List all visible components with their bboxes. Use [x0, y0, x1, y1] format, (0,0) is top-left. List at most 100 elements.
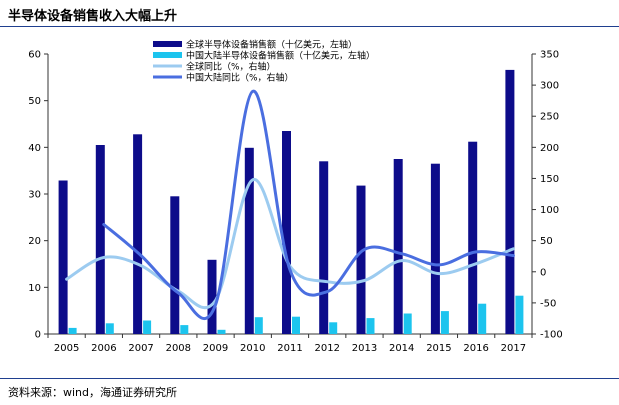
point-global-yoy-2014: [400, 259, 403, 262]
bar-global-sales-2010: [244, 147, 254, 334]
y-right-tick-label--100: -100: [540, 330, 563, 341]
y-left-tick-label-30: 30: [28, 190, 41, 201]
y-left-tick-label-40: 40: [28, 143, 41, 154]
legend-item-china-yoy: 中国大陆同比（%，右轴）: [153, 72, 294, 84]
bar-china-sales-2016: [478, 303, 487, 334]
point-china-yoy-2012: [326, 290, 329, 293]
x-tick-label-2017: 2017: [501, 343, 526, 354]
bar-china-sales-2008: [180, 325, 189, 334]
bar-global-sales-2009: [207, 259, 217, 334]
y-right-tick-label--50: -50: [540, 298, 556, 309]
point-china-yoy-2016: [475, 250, 478, 253]
point-china-yoy-2010: [251, 90, 254, 93]
y-right-tick-label-250: 250: [540, 112, 559, 123]
x-tick-label-2007: 2007: [128, 343, 153, 354]
point-china-yoy-2015: [437, 263, 440, 266]
bar-china-sales-2012: [329, 322, 338, 334]
bar-global-sales-2007: [133, 134, 143, 334]
y-right-tick-label-50: 50: [540, 236, 553, 247]
point-global-yoy-2012: [326, 280, 329, 283]
x-tick-label-2015: 2015: [426, 343, 451, 354]
bar-china-sales-2017: [515, 295, 524, 334]
x-tick-label-2010: 2010: [240, 343, 265, 354]
point-china-yoy-2011: [289, 268, 292, 271]
bar-global-sales-2013: [356, 185, 366, 334]
legend-label-china-sales: 中国大陆半导体设备销售额（十亿美元，左轴）: [186, 50, 375, 62]
legend-swatch-global-sales: [153, 41, 182, 47]
y-left-tick-label-10: 10: [28, 283, 41, 294]
y-left-tick-label-50: 50: [28, 96, 41, 107]
bar-china-sales-2011: [292, 316, 300, 334]
point-global-yoy-2017: [512, 247, 515, 250]
legend: 全球半导体设备销售额（十亿美元，左轴） 中国大陆半导体设备销售额（十亿美元，左轴…: [153, 39, 375, 84]
x-tick-label-2008: 2008: [166, 343, 191, 354]
point-china-yoy-2014: [400, 252, 403, 255]
point-global-yoy-2007: [140, 264, 143, 267]
chart-title: 半导体设备销售收入大幅上升: [8, 9, 178, 24]
legend-label-china-yoy: 中国大陆同比（%，右轴）: [186, 72, 294, 84]
y-right-tick-label-150: 150: [540, 174, 559, 185]
point-global-yoy-2005: [65, 278, 68, 281]
bar-global-sales-2015: [430, 163, 440, 334]
bar-china-sales-2013: [366, 318, 375, 334]
y-right-tick-label-350: 350: [540, 50, 559, 61]
x-tick-label-2005: 2005: [54, 343, 79, 354]
line-china-yoy: [102, 89, 515, 321]
bar-china-sales-2010: [254, 317, 263, 334]
point-china-yoy-2013: [363, 248, 366, 251]
point-global-yoy-2016: [475, 262, 478, 265]
point-global-yoy-2006: [102, 256, 105, 259]
legend-item-global-yoy: 全球同比（%，右轴）: [153, 61, 276, 73]
x-tick-label-2011: 2011: [277, 343, 302, 354]
point-global-yoy-2015: [437, 272, 440, 275]
y-right-tick-label-300: 300: [540, 81, 559, 92]
bar-global-sales-2012: [319, 161, 329, 334]
source-rule: [0, 378, 619, 379]
legend-label-global-sales: 全球半导体设备销售额（十亿美元，左轴）: [186, 39, 357, 51]
x-tick-label-2006: 2006: [91, 343, 116, 354]
legend-swatch-china-sales: [153, 52, 182, 58]
point-global-yoy-2013: [363, 279, 366, 282]
bar-china-sales-2005: [68, 327, 77, 334]
lines: [65, 89, 515, 321]
y-left-tick-label-0: 0: [35, 330, 41, 341]
bar-global-sales-2011: [282, 131, 291, 334]
legend-item-global-sales: 全球半导体设备销售额（十亿美元，左轴）: [153, 39, 357, 51]
x-tick-label-2016: 2016: [463, 343, 488, 354]
bar-global-sales-2005: [58, 180, 68, 334]
x-tick-label-2013: 2013: [352, 343, 377, 354]
bar-china-sales-2015: [440, 311, 449, 334]
point-china-yoy-2008: [177, 291, 180, 294]
x-tick-label-2012: 2012: [315, 343, 340, 354]
bar-china-sales-2006: [105, 323, 114, 334]
bar-china-sales-2014: [403, 313, 412, 334]
point-global-yoy-2010: [251, 178, 254, 181]
point-china-yoy-2006: [102, 223, 105, 226]
y-right-tick-label-200: 200: [540, 143, 559, 154]
y-left-tick-label-20: 20: [28, 236, 41, 247]
bars: [58, 69, 524, 335]
point-china-yoy-2017: [512, 254, 515, 257]
y-right-tick-label-0: 0: [540, 267, 546, 278]
point-china-yoy-2009: [214, 303, 217, 306]
legend-label-global-yoy: 全球同比（%，右轴）: [186, 61, 276, 73]
bar-china-sales-2009: [217, 329, 226, 334]
line-global-yoy: [65, 178, 515, 310]
y-left-tick-label-60: 60: [28, 50, 41, 61]
y-right-tick-label-100: 100: [540, 205, 559, 216]
bar-global-sales-2016: [468, 141, 478, 334]
bar-global-sales-2006: [95, 145, 105, 334]
source-note: 资料来源：wind，海通证券研究所: [8, 386, 178, 399]
x-tick-label-2014: 2014: [389, 343, 414, 354]
bar-china-sales-2007: [143, 320, 152, 334]
x-tick-label-2009: 2009: [203, 343, 228, 354]
legend-item-china-sales: 中国大陆半导体设备销售额（十亿美元，左轴）: [153, 50, 375, 62]
bar-global-sales-2017: [505, 69, 515, 335]
bar-global-sales-2014: [393, 159, 403, 334]
title-rule: [0, 26, 619, 27]
tick-labels: 0 10 20 30 40 50 60 -100 -50 0 50 100 150 200 250 300 35…: [28, 50, 562, 355]
point-china-yoy-2007: [140, 254, 143, 257]
bar-global-sales-2008: [170, 196, 180, 334]
